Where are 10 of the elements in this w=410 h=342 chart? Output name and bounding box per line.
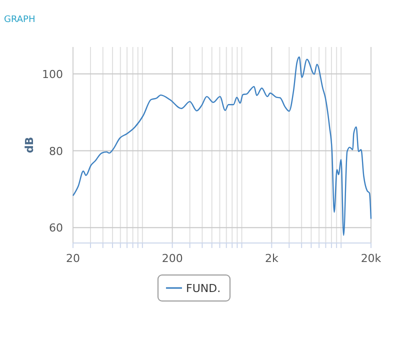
x-tick-label: 20 [66, 252, 80, 265]
x-tick-label: 200 [162, 252, 183, 265]
x-tick-label: 2k [264, 252, 279, 265]
y-tick-label: 100 [42, 68, 63, 81]
y-tick-label: 80 [49, 144, 63, 158]
x-tick-label: 20k [360, 252, 382, 265]
chart-title: GRAPH [4, 15, 36, 25]
y-tick-label: 60 [49, 222, 63, 235]
y-axis-title: dB [23, 136, 36, 154]
legend-label: FUND. [186, 282, 221, 295]
